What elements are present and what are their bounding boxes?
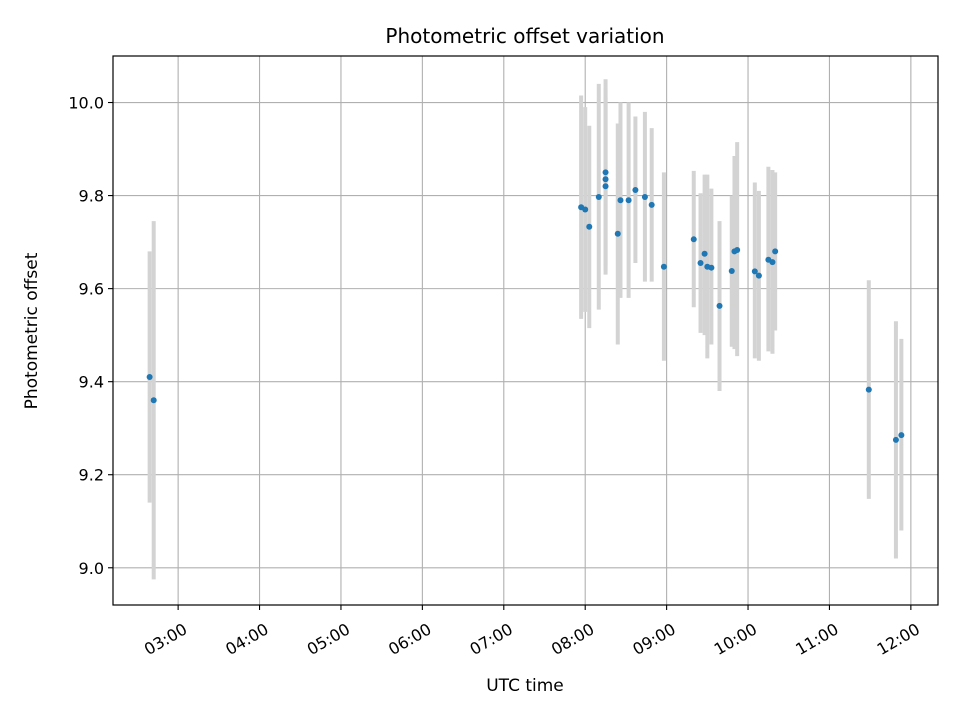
chart-title: Photometric offset variation [385, 24, 664, 48]
data-point [898, 432, 905, 439]
data-point [755, 272, 762, 279]
y-tick-label: 9.6 [79, 280, 104, 299]
data-point [595, 193, 602, 200]
data-point [602, 183, 609, 190]
data-point [865, 386, 872, 393]
data-point [625, 197, 632, 204]
x-axis-title: UTC time [486, 676, 564, 696]
y-tick-label: 9.2 [79, 466, 104, 485]
data-point [614, 230, 621, 237]
data-point [648, 201, 655, 208]
data-point [697, 260, 704, 267]
y-axis: 9.0 9.2 9.4 9.6 9.8 10.0 [68, 94, 113, 578]
data-point [586, 223, 593, 230]
data-point [602, 169, 609, 176]
y-tick-label: 10.0 [68, 94, 104, 113]
data-point [769, 259, 776, 266]
y-tick-label: 9.0 [79, 559, 104, 578]
data-point [582, 206, 589, 213]
data-point [632, 186, 639, 193]
data-point [751, 268, 758, 275]
y-tick-label: 9.4 [79, 373, 104, 392]
data-point [660, 263, 667, 270]
data-point [728, 267, 735, 274]
y-axis-title: Photometric offset [22, 252, 42, 409]
data-point [892, 436, 899, 443]
data-point [734, 247, 741, 254]
data-point [701, 250, 708, 257]
data-point [641, 193, 648, 200]
data-point [716, 302, 723, 309]
data-point [617, 197, 624, 204]
data-point [772, 248, 779, 255]
plot-frame [112, 55, 939, 606]
data-point [602, 176, 609, 183]
y-tick-label: 9.8 [79, 187, 104, 206]
data-points [146, 169, 905, 443]
data-point [690, 236, 697, 243]
data-point [146, 374, 153, 381]
data-point [150, 397, 157, 404]
data-point [708, 264, 715, 271]
